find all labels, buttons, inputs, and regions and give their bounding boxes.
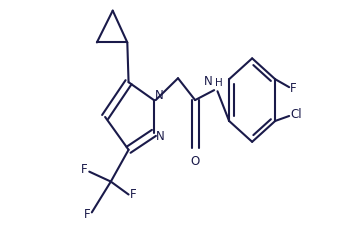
Text: N: N [204,75,213,88]
Text: N: N [156,130,164,143]
Text: F: F [81,163,88,176]
Text: F: F [130,188,137,201]
Text: N: N [155,89,163,102]
Text: F: F [290,82,297,95]
Text: O: O [190,155,200,168]
Text: Cl: Cl [290,108,302,121]
Text: H: H [215,78,223,88]
Text: F: F [84,208,90,221]
